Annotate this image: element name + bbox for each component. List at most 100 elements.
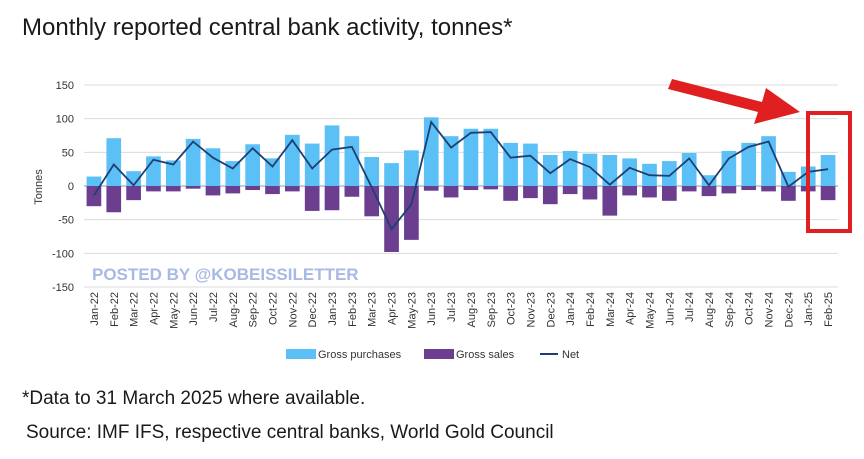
x-tick-label: Nov-24 bbox=[764, 292, 776, 327]
x-tick-label: Jan-23 bbox=[327, 292, 339, 326]
bar-gross-purchases bbox=[662, 161, 677, 186]
net-line bbox=[93, 119, 829, 231]
bar-gross-purchases bbox=[820, 155, 836, 186]
bar-gross-purchases bbox=[602, 155, 618, 186]
bar-gross-sales bbox=[602, 186, 618, 216]
y-axis-label: Tonnes bbox=[33, 169, 45, 205]
legend-swatch bbox=[286, 349, 316, 359]
x-tick-label: May-24 bbox=[645, 292, 657, 329]
bar-gross-sales bbox=[285, 186, 300, 192]
x-tick-label: Mar-23 bbox=[367, 292, 379, 327]
x-tick-label: Aug-22 bbox=[228, 292, 240, 327]
bar-gross-purchases bbox=[523, 143, 538, 186]
y-tick-label: 100 bbox=[56, 114, 74, 126]
bar-gross-sales bbox=[701, 186, 717, 197]
watermark-text: POSTED BY @KOBEISSILETTER bbox=[92, 265, 359, 284]
bar-gross-sales bbox=[642, 186, 657, 198]
bar-gross-sales bbox=[741, 186, 757, 191]
x-tick-label: Jun-23 bbox=[426, 292, 438, 326]
bar-gross-sales bbox=[364, 186, 380, 217]
x-tick-label: Nov-22 bbox=[287, 292, 299, 327]
bar-gross-purchases bbox=[503, 142, 518, 186]
bar-gross-sales bbox=[562, 186, 578, 195]
bar-gross-purchases bbox=[463, 128, 479, 186]
x-tick-label: May-22 bbox=[168, 292, 180, 329]
bar-gross-purchases bbox=[701, 175, 717, 186]
bar-gross-sales bbox=[265, 186, 280, 195]
bar-gross-sales bbox=[523, 186, 538, 199]
x-tick-label: Oct-23 bbox=[506, 292, 518, 325]
chart-title: Monthly reported central bank activity, … bbox=[22, 14, 513, 41]
bar-gross-purchases bbox=[185, 138, 201, 186]
x-tick-label: Jan-22 bbox=[89, 292, 101, 326]
footnote: *Data to 31 March 2025 where available. bbox=[22, 388, 366, 409]
bar-gross-purchases bbox=[205, 148, 221, 186]
bar-gross-sales bbox=[384, 186, 399, 252]
highlight-arrow bbox=[668, 79, 800, 124]
bar-gross-sales bbox=[423, 186, 439, 191]
bar-gross-purchases bbox=[721, 150, 737, 186]
x-tick-label: Aug-23 bbox=[466, 292, 478, 327]
x-tick-label: Mar-22 bbox=[129, 292, 141, 327]
x-tick-label: Apr-24 bbox=[625, 292, 637, 325]
x-tick-label: May-23 bbox=[406, 292, 418, 329]
x-tick-label: Jul-22 bbox=[208, 292, 220, 322]
bar-gross-purchases bbox=[781, 171, 796, 186]
bar-gross-sales bbox=[503, 186, 518, 201]
legend-label: Net bbox=[562, 349, 579, 361]
x-tick-label: Nov-23 bbox=[525, 292, 537, 327]
bar-gross-purchases bbox=[622, 158, 637, 186]
bar-gross-sales bbox=[582, 186, 598, 200]
x-tick-label: Oct-22 bbox=[268, 292, 280, 325]
bar-gross-purchases bbox=[384, 163, 399, 186]
x-tick-label: Jun-22 bbox=[188, 292, 200, 326]
x-tick-label: Jul-23 bbox=[446, 292, 458, 322]
bar-gross-purchases bbox=[562, 150, 578, 186]
y-tick-label: -50 bbox=[58, 215, 74, 227]
bar-gross-sales bbox=[463, 186, 479, 191]
bar-gross-purchases bbox=[324, 125, 340, 186]
bar-gross-purchases bbox=[304, 143, 320, 186]
x-tick-label: Feb-25 bbox=[823, 292, 835, 327]
bar-gross-sales bbox=[404, 186, 419, 240]
bar-gross-purchases bbox=[265, 158, 280, 186]
highlight-box bbox=[806, 111, 852, 233]
bar-gross-sales bbox=[205, 186, 221, 196]
x-tick-label: Mar-24 bbox=[605, 292, 617, 327]
bar-gross-sales bbox=[324, 186, 340, 211]
y-tick-label: -150 bbox=[52, 282, 74, 294]
net-line-layer bbox=[93, 119, 829, 231]
x-tick-label: Apr-22 bbox=[148, 292, 160, 325]
bar-gross-sales bbox=[165, 186, 181, 192]
bar-gross-sales bbox=[483, 186, 499, 190]
x-tick-label: Jan-24 bbox=[565, 292, 577, 326]
bar-gross-purchases bbox=[741, 142, 757, 186]
x-tick-label: Aug-24 bbox=[704, 292, 716, 327]
bar-gross-sales bbox=[245, 186, 260, 191]
legend-swatch bbox=[424, 349, 454, 359]
x-tick-label: Apr-23 bbox=[387, 292, 399, 325]
bar-gross-purchases bbox=[285, 134, 300, 186]
bar-gross-purchases bbox=[582, 153, 598, 186]
bar-gross-sales bbox=[443, 186, 459, 198]
x-tick-label: Dec-24 bbox=[783, 292, 795, 327]
x-tick-label: Feb-23 bbox=[347, 292, 359, 327]
bar-gross-sales bbox=[225, 186, 241, 194]
bar-gross-sales bbox=[781, 186, 796, 201]
bar-gross-sales bbox=[344, 186, 360, 197]
bars-layer bbox=[86, 117, 836, 252]
bar-gross-sales bbox=[106, 186, 122, 213]
bar-gross-purchases bbox=[86, 176, 102, 186]
x-tick-label: Jan-25 bbox=[803, 292, 815, 326]
bar-gross-sales bbox=[662, 186, 677, 201]
x-tick-label: Feb-24 bbox=[585, 292, 597, 327]
y-tick-label: 0 bbox=[68, 181, 74, 193]
bar-gross-purchases bbox=[404, 150, 419, 186]
bar-gross-sales bbox=[820, 186, 836, 201]
x-tick-label: Jul-24 bbox=[684, 292, 696, 322]
x-tick-label: Sep-22 bbox=[248, 292, 260, 327]
bar-gross-sales bbox=[721, 186, 737, 194]
source-note: Source: IMF IFS, respective central bank… bbox=[26, 422, 554, 443]
bar-gross-purchases bbox=[443, 136, 459, 186]
bar-gross-purchases bbox=[106, 138, 122, 186]
